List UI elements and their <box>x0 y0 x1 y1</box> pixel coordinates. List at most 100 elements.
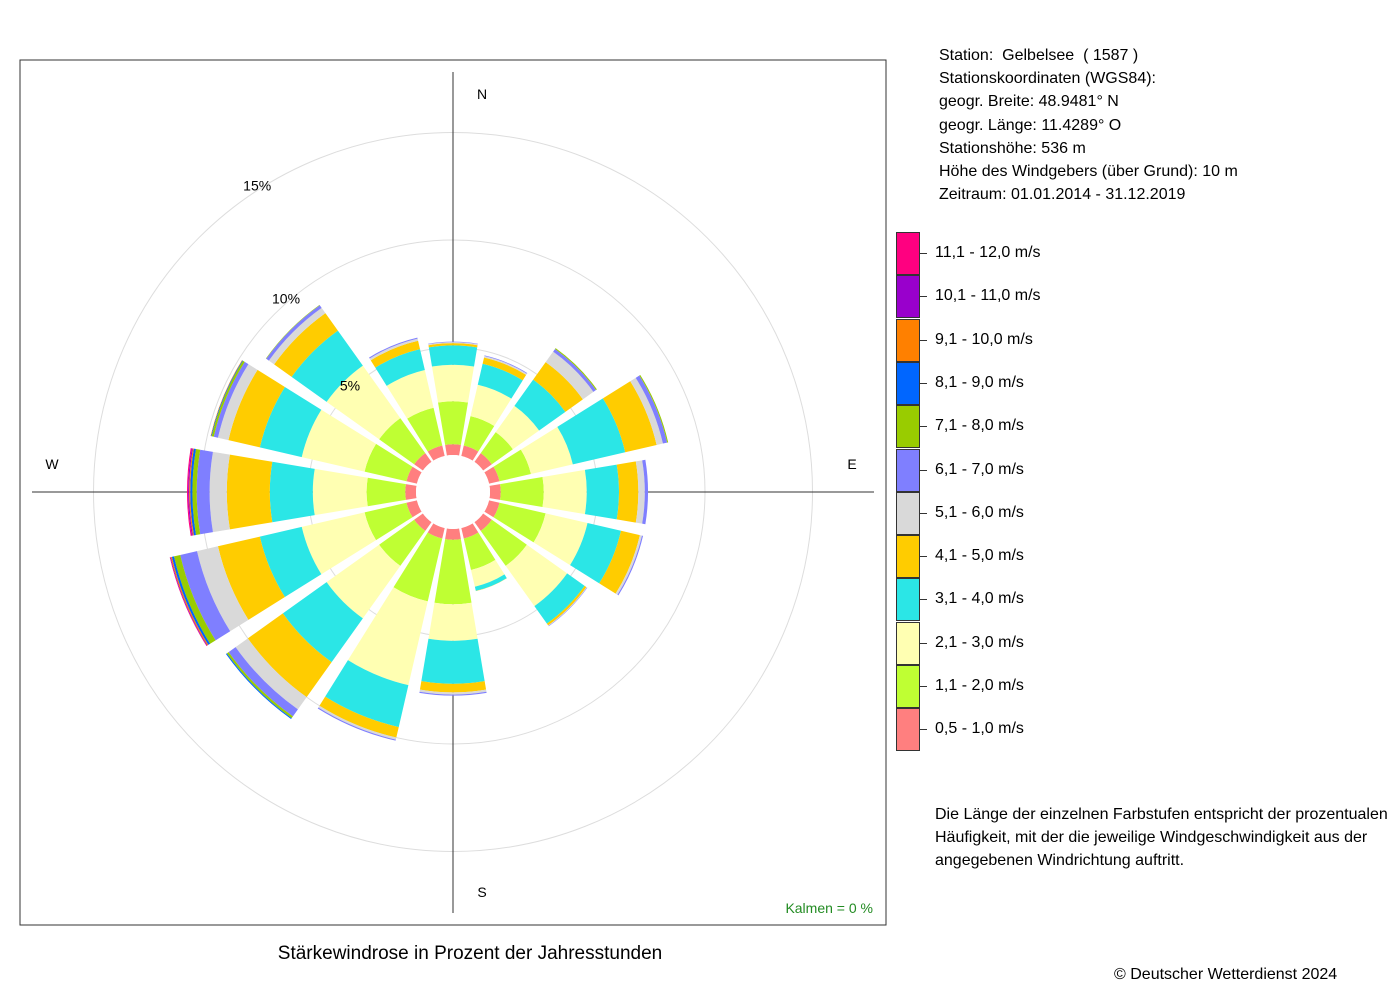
sector-O-1 <box>500 477 544 507</box>
sector-NNW-3 <box>375 349 425 386</box>
sector-SSO-1 <box>463 532 496 570</box>
sector-ONO-6 <box>635 375 668 444</box>
station-latitude: geogr. Breite: 48.9481° N <box>939 93 1119 111</box>
sector-NO-3 <box>514 379 566 431</box>
sector-WSW-3 <box>259 526 322 598</box>
sector-NNO-0 <box>461 445 479 461</box>
legend-tick <box>920 512 927 514</box>
sector-WNW-0 <box>406 466 422 484</box>
ring-label-10: 10% <box>272 290 300 306</box>
sector-OSO-3 <box>570 523 622 584</box>
sector-ONO-2 <box>520 426 573 475</box>
sector-O-6 <box>642 459 649 525</box>
legend-label: 3,1 - 4,0 m/s <box>935 590 1024 608</box>
legend-swatch <box>896 535 920 579</box>
sector-WSW-4 <box>217 536 285 620</box>
legend-label: 5,1 - 6,0 m/s <box>935 503 1024 521</box>
sector-SW-2 <box>326 544 401 619</box>
legend-swatch <box>896 318 920 362</box>
sector-W-2 <box>312 468 368 516</box>
sector-WNW-1 <box>364 443 413 482</box>
legend-swatch <box>896 491 920 535</box>
copyright: © Deutscher Wetterdienst 2024 <box>1114 966 1338 983</box>
station-coords-heading: Stationskoordinaten (WGS84): <box>939 70 1156 88</box>
sector-SO-2 <box>505 544 568 607</box>
sector-NW-4 <box>274 313 338 377</box>
sector-NO-5 <box>545 351 594 400</box>
legend-label: 9,1 - 10,0 m/s <box>935 330 1033 348</box>
legend-tick <box>920 339 927 341</box>
legend-tick <box>920 296 927 298</box>
sector-O-5 <box>635 460 645 524</box>
legend-label: 7,1 - 8,0 m/s <box>935 417 1024 435</box>
sector-N-5 <box>428 342 478 346</box>
sector-WNW-2 <box>301 409 377 472</box>
sector-NW-2 <box>326 365 401 440</box>
sector-SW-7 <box>226 652 293 719</box>
sector-SSW-1 <box>393 532 443 602</box>
legend-label: 8,1 - 9,0 m/s <box>935 373 1024 391</box>
sector-W-5 <box>209 451 230 533</box>
sector-O-2 <box>542 469 587 515</box>
sector-WSW-0 <box>406 500 422 518</box>
legend-tick <box>920 729 927 731</box>
calm-label: Kalmen = 0 % <box>785 900 873 916</box>
sector-W-7 <box>192 448 201 536</box>
time-period: Zeitraum: 01.01.2014 - 31.12.2019 <box>939 186 1186 204</box>
wind-sectors <box>169 304 669 741</box>
sector-NNW-5 <box>369 338 419 361</box>
sector-W-6 <box>196 449 213 535</box>
sector-W-4 <box>226 454 273 530</box>
ring-labels: 5% 10% 15% <box>243 177 360 393</box>
sector-NO-4 <box>533 362 583 412</box>
sector-SSO-2 <box>470 559 505 587</box>
sector-SW-4 <box>247 613 332 698</box>
sector-NNW-0 <box>427 445 445 461</box>
sector-OSO-4 <box>599 530 640 594</box>
sector-N-0 <box>445 444 461 456</box>
sector-S-6 <box>419 691 487 696</box>
sector-OSO-1 <box>493 502 546 543</box>
sector-WNW-4 <box>228 369 285 448</box>
chart-title: Stärkewindrose in Prozent der Jahresstun… <box>277 943 663 964</box>
sector-NNW-4 <box>370 340 421 368</box>
sector-WSW-2 <box>301 512 377 575</box>
legend-label: 0,5 - 1,0 m/s <box>935 720 1024 738</box>
sector-S-0 <box>445 528 461 540</box>
sector-W-11 <box>187 448 192 536</box>
sector-NNO-4 <box>482 357 527 381</box>
sector-ONO-1 <box>493 449 531 482</box>
sector-SO-4 <box>546 585 587 626</box>
station-elevation: Stationshöhe: 536 m <box>939 139 1086 157</box>
sector-NNW-1 <box>407 407 443 452</box>
legend-tick <box>920 426 927 428</box>
direction-label-E: E <box>847 456 856 472</box>
sector-SO-3 <box>534 573 585 624</box>
legend-tick <box>920 382 927 384</box>
sector-SSW-2 <box>347 587 428 686</box>
sector-WSW-5 <box>196 546 249 632</box>
sector-NO-2 <box>495 405 540 450</box>
sector-SW-0 <box>414 513 432 531</box>
sector-SSO-0 <box>461 523 479 539</box>
legend-label: 6,1 - 7,0 m/s <box>935 460 1024 478</box>
sector-WNW-7 <box>211 360 245 437</box>
sector-WSW-1 <box>364 502 413 541</box>
sector-WNW-3 <box>259 386 322 458</box>
station-longitude: geogr. Länge: 11.4289° O <box>939 116 1122 134</box>
sector-NO-6 <box>553 348 597 392</box>
sector-OSO-0 <box>484 500 500 518</box>
sector-NW-1 <box>379 418 426 465</box>
sector-N-4 <box>428 343 478 348</box>
sector-SSW-3 <box>325 660 409 728</box>
sector-SSO-3 <box>474 574 507 591</box>
sector-NNO-1 <box>463 416 495 452</box>
sector-O-3 <box>584 464 619 520</box>
station-info: Station: Gelbelsee ( 1587 ) Stationskoor… <box>939 44 1238 206</box>
legend-swatch <box>896 405 920 449</box>
sector-SW-3 <box>282 582 363 663</box>
legend-swatch <box>896 708 920 752</box>
sector-N-2 <box>431 364 475 403</box>
legend-tick <box>920 599 927 601</box>
sector-S-5 <box>419 689 487 695</box>
